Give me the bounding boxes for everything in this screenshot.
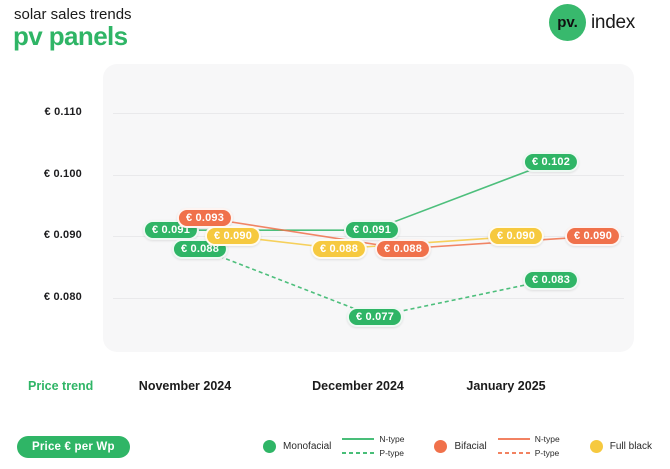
data-label-monofacial-p-type: € 0.083	[522, 269, 580, 290]
legend-line-row: N-type	[342, 434, 404, 444]
page-subtitle: solar sales trends	[14, 6, 132, 23]
y-axis-tick: € 0.080	[43, 291, 82, 304]
legend-label: Full black	[609, 440, 652, 452]
data-label-full-black: € 0.090	[487, 226, 545, 247]
legend-group-full-black: Full black	[589, 439, 652, 453]
legend-line-row: P-type	[497, 448, 560, 458]
chart-legend: Monofacial N-type P-type Bifacial N-type P-ty…	[263, 434, 652, 458]
legend-dot-icon	[589, 439, 603, 453]
legend-line-samples: N-type P-type	[497, 434, 560, 458]
legend-line-row: N-type	[497, 434, 560, 444]
legend-line-type-label: N-type	[379, 434, 405, 444]
data-label-full-black: € 0.088	[310, 238, 368, 259]
data-label-bifacial-n-type: € 0.090	[564, 226, 622, 247]
legend-line-samples: N-type P-type	[342, 434, 404, 458]
data-label-monofacial-n-type: € 0.091	[343, 220, 401, 241]
data-label-monofacial-n-type: € 0.102	[522, 152, 580, 173]
legend-label: Monofacial	[283, 440, 332, 452]
solid-line-sample-icon	[342, 438, 375, 440]
y-axis: € 0.110 € 0.100 € 0.090 € 0.080	[0, 0, 82, 469]
legend-line-row: P-type	[342, 448, 404, 458]
x-axis-label: December 2024	[312, 379, 404, 393]
legend-group-monofacial: Monofacial N-type P-type	[263, 434, 404, 458]
legend-group-bifacial: Bifacial N-type P-type	[434, 434, 560, 458]
logo-circle-icon: pv.	[549, 4, 586, 41]
x-axis-label: November 2024	[138, 379, 232, 393]
legend-dot-icon	[434, 439, 448, 453]
page-title: pv panels	[13, 21, 128, 51]
chart-plot-area: € 0.091 € 0.091 € 0.102 € 0.088 € 0.077 € 0.0…	[103, 64, 634, 352]
legend-line-type-label: P-type	[534, 448, 560, 458]
y-axis-tick: € 0.110	[44, 106, 82, 118]
data-label-monofacial-p-type: € 0.077	[346, 306, 404, 327]
gridline	[113, 298, 624, 300]
x-axis-label: January 2025	[466, 379, 546, 393]
y-axis-tick: € 0.090	[43, 229, 82, 242]
price-unit-badge: Price € per Wp	[17, 436, 130, 458]
legend-line-type-label: N-type	[534, 434, 560, 444]
solid-line-sample-icon	[497, 438, 530, 440]
data-label-bifacial-n-type: € 0.088	[374, 238, 432, 259]
legend-dot-icon	[263, 439, 277, 453]
pv-index-logo: pv. index	[549, 4, 635, 41]
dashed-line-sample-icon	[342, 452, 375, 454]
gridline	[113, 113, 624, 114]
logo-wordmark: index	[591, 11, 635, 33]
data-label-bifacial-n-type: € 0.093	[176, 207, 234, 228]
y-axis-tick: € 0.100	[43, 167, 82, 180]
x-axis-title: Price trend	[28, 379, 94, 393]
legend-label: Bifacial	[454, 440, 487, 452]
legend-line-type-label: P-type	[379, 448, 404, 458]
data-label-full-black: € 0.090	[204, 226, 262, 247]
gridline	[113, 174, 624, 176]
dashed-line-sample-icon	[497, 452, 530, 454]
